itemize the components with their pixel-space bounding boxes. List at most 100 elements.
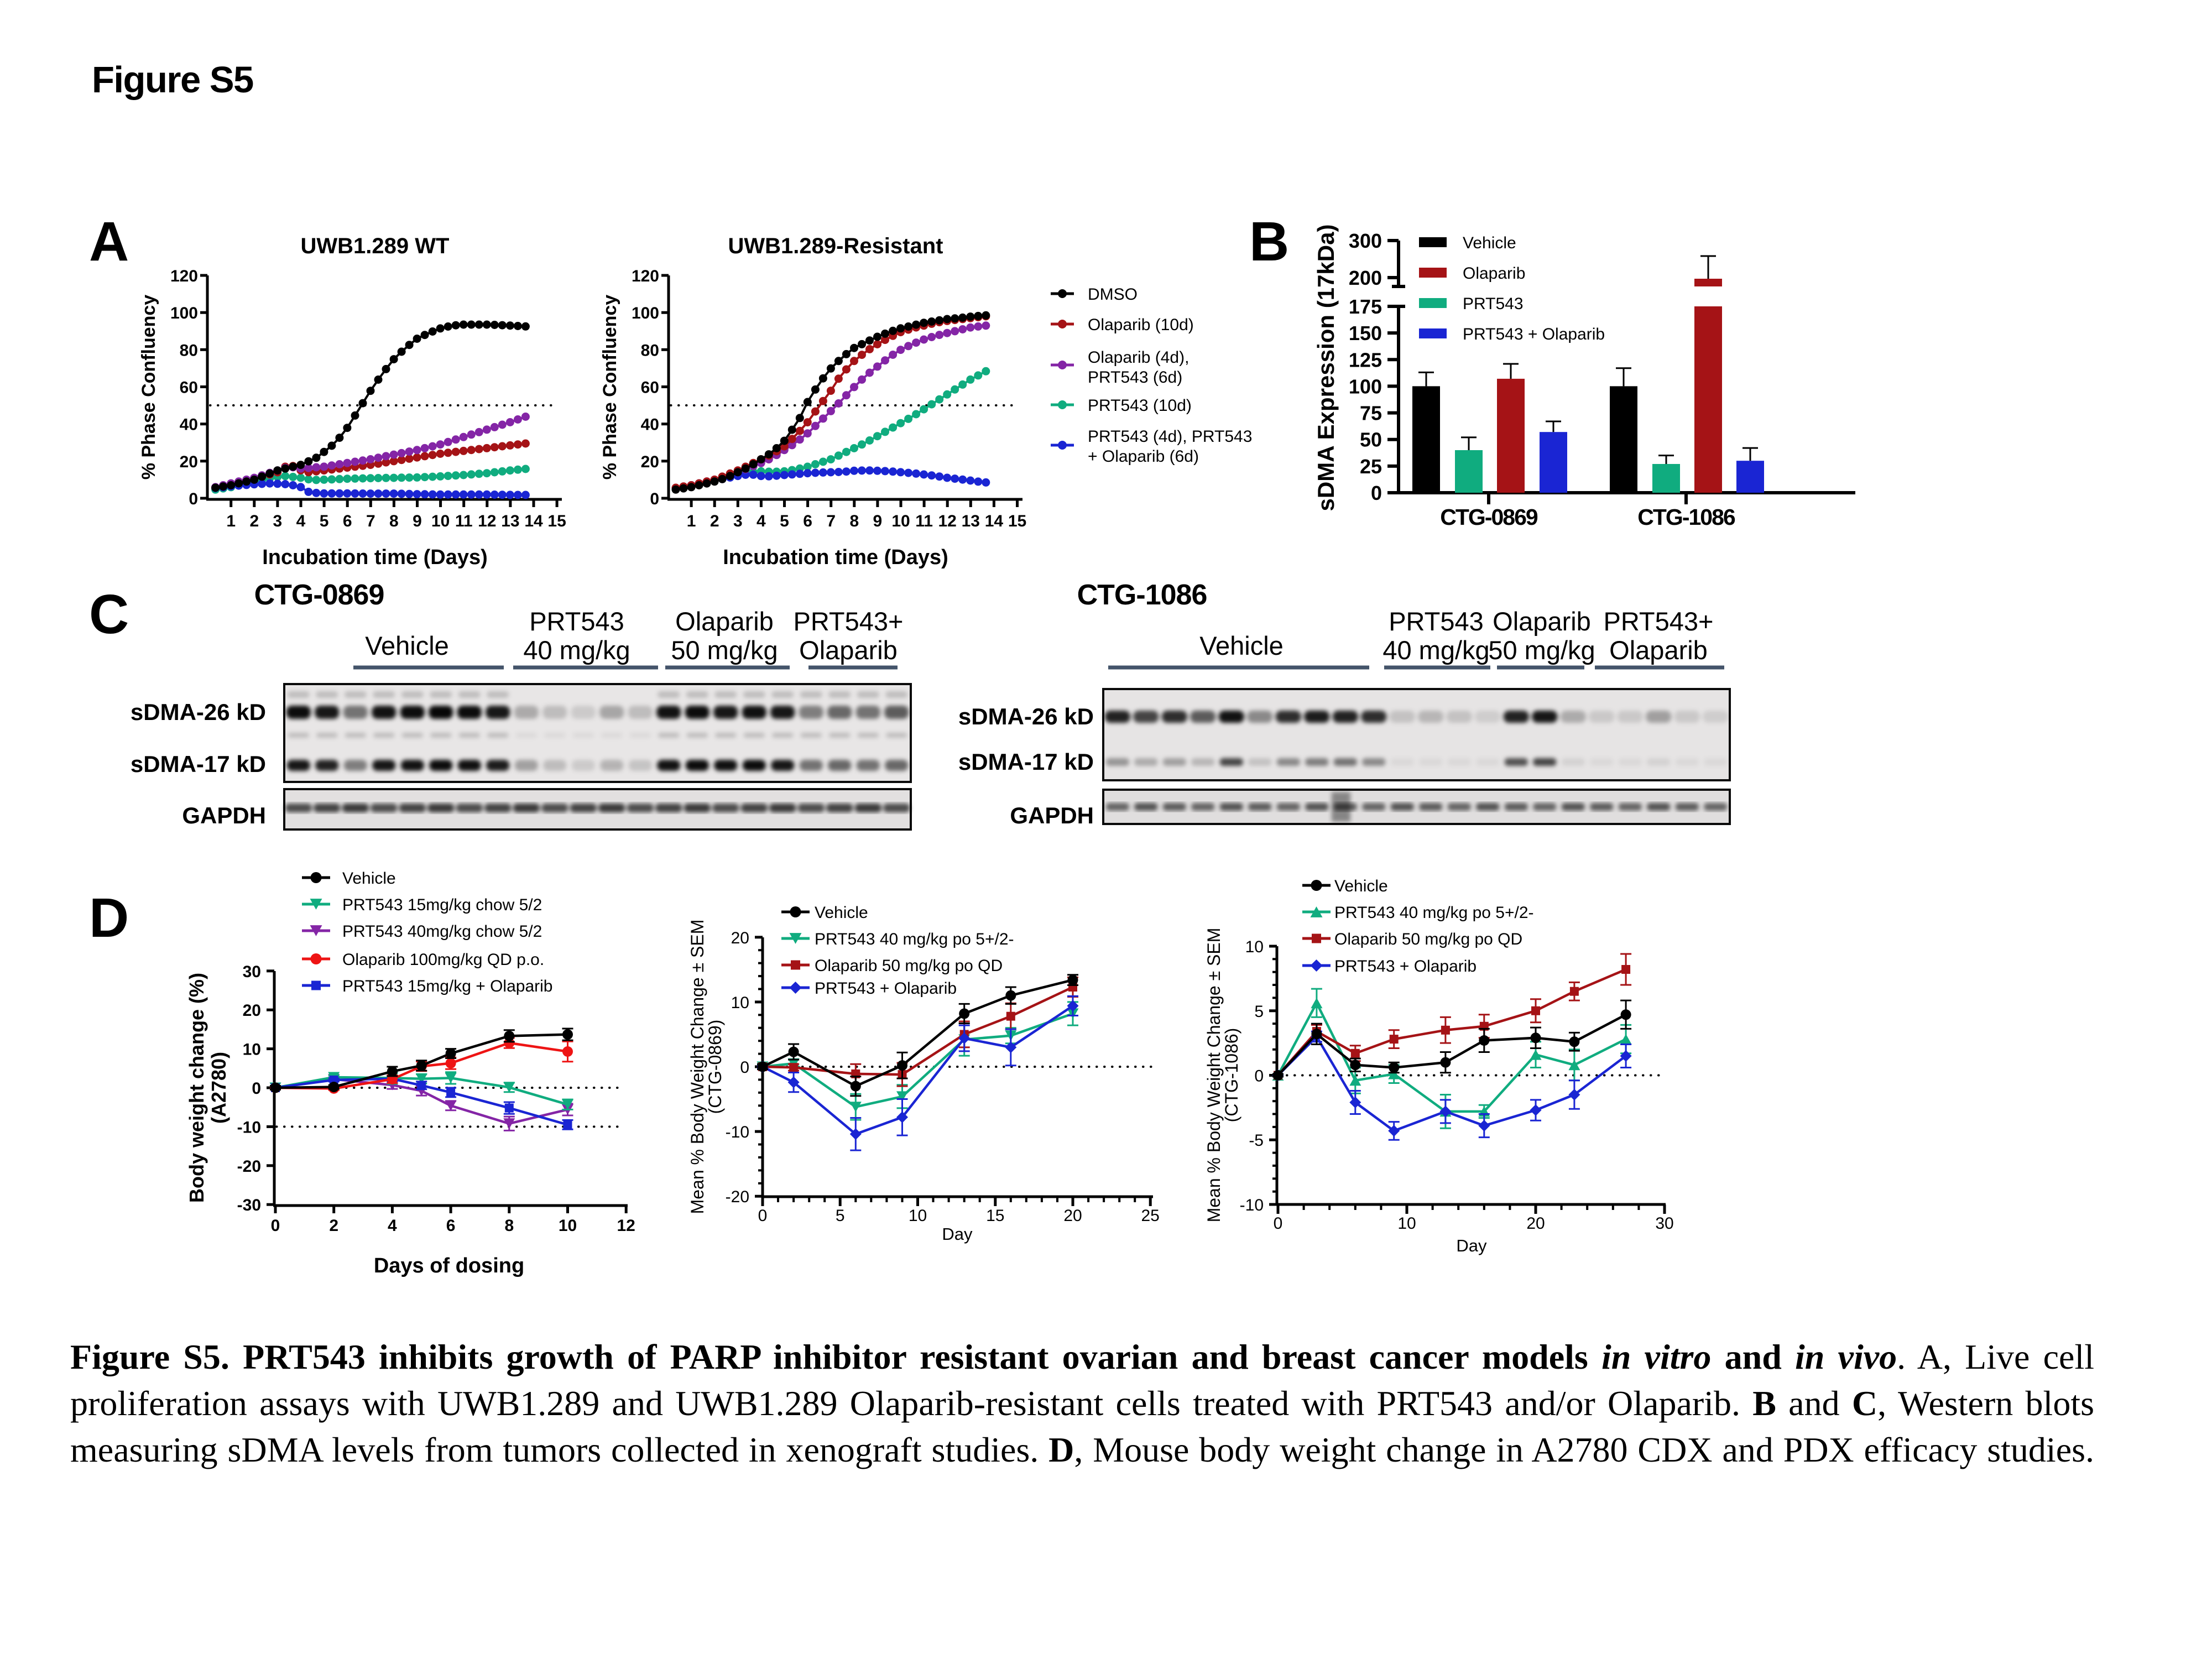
svg-text:15: 15	[986, 1207, 1004, 1225]
svg-text:-20: -20	[726, 1188, 749, 1206]
svg-text:PRT543 + Olaparib: PRT543 + Olaparib	[815, 979, 957, 998]
svg-text:5: 5	[320, 512, 329, 530]
svg-text:-20: -20	[237, 1157, 261, 1176]
svg-text:125: 125	[1349, 348, 1382, 371]
svg-text:10: 10	[891, 512, 910, 530]
svg-text:12: 12	[938, 512, 957, 530]
svg-text:0: 0	[1254, 1067, 1264, 1086]
svg-text:Mean % Body Weight Change ± SE: Mean % Body Weight Change ± SEM	[1204, 928, 1224, 1223]
svg-text:5: 5	[1254, 1003, 1264, 1021]
svg-text:4: 4	[296, 512, 306, 530]
svg-text:75: 75	[1360, 402, 1382, 425]
svg-text:20: 20	[641, 453, 659, 471]
svg-text:Vehicle: Vehicle	[365, 631, 449, 660]
svg-text:11: 11	[915, 512, 933, 530]
svg-text:Olaparib: Olaparib	[1493, 607, 1591, 636]
svg-text:PRT543 40 mg/kg po 5+/2-: PRT543 40 mg/kg po 5+/2-	[815, 930, 1014, 948]
svg-text:6: 6	[343, 512, 352, 530]
svg-text:10: 10	[1397, 1214, 1416, 1233]
svg-text:-5: -5	[1249, 1131, 1264, 1150]
svg-text:8: 8	[849, 512, 859, 530]
svg-text:80: 80	[641, 341, 659, 359]
svg-text:CTG-0869: CTG-0869	[1440, 504, 1538, 530]
svg-text:100: 100	[1349, 375, 1382, 398]
svg-text:(CTG-1086): (CTG-1086)	[1222, 1028, 1241, 1123]
svg-text:11: 11	[455, 512, 473, 530]
svg-text:0: 0	[189, 490, 198, 508]
svg-text:Vehicle: Vehicle	[1199, 631, 1284, 660]
svg-text:0: 0	[758, 1207, 768, 1225]
svg-text:Days of dosing: Days of dosing	[374, 1254, 524, 1277]
svg-text:sDMA Expression (17kDa): sDMA Expression (17kDa)	[1313, 225, 1339, 512]
svg-text:PRT543 15mg/kg chow 5/2: PRT543 15mg/kg chow 5/2	[342, 896, 542, 914]
svg-text:PRT543 15mg/kg + Olaparib: PRT543 15mg/kg + Olaparib	[342, 977, 553, 995]
svg-text:-10: -10	[1240, 1196, 1264, 1214]
svg-text:50: 50	[1360, 429, 1382, 451]
svg-text:7: 7	[826, 512, 836, 530]
svg-text:Olaparib (10d): Olaparib (10d)	[1088, 316, 1194, 334]
svg-text:CTG-1086: CTG-1086	[1637, 504, 1735, 530]
svg-text:5: 5	[836, 1207, 845, 1225]
svg-text:3: 3	[733, 512, 743, 530]
svg-text:120: 120	[170, 267, 198, 285]
svg-text:300: 300	[1349, 229, 1382, 252]
svg-text:4: 4	[757, 512, 766, 530]
svg-text:10: 10	[1245, 938, 1264, 956]
svg-text:Vehicle: Vehicle	[815, 904, 868, 922]
svg-text:40 mg/kg: 40 mg/kg	[1383, 635, 1489, 665]
svg-text:7: 7	[366, 512, 375, 530]
svg-text:60: 60	[180, 379, 198, 397]
svg-text:10: 10	[431, 512, 450, 530]
svg-text:13: 13	[501, 512, 519, 530]
svg-text:Mean % Body Weight Change ± SE: Mean % Body Weight Change ± SEM	[687, 920, 707, 1214]
svg-text:25: 25	[1141, 1207, 1160, 1225]
svg-text:10: 10	[731, 994, 749, 1012]
svg-text:Olaparib: Olaparib	[799, 635, 898, 665]
svg-text:0: 0	[1371, 482, 1382, 504]
svg-text:60: 60	[641, 379, 659, 397]
svg-text:12: 12	[478, 512, 496, 530]
svg-text:40: 40	[180, 416, 198, 434]
svg-text:5: 5	[780, 512, 789, 530]
svg-text:80: 80	[180, 341, 198, 359]
svg-text:Day: Day	[942, 1224, 973, 1244]
svg-text:% Phase Confluency: % Phase Confluency	[138, 295, 159, 480]
svg-text:PRT543 + Olaparib: PRT543 + Olaparib	[1463, 325, 1605, 343]
svg-text:sDMA-17 kD: sDMA-17 kD	[958, 749, 1094, 775]
svg-text:PRT543 40 mg/kg po 5+/2-: PRT543 40 mg/kg po 5+/2-	[1334, 904, 1534, 922]
svg-text:(A2780): (A2780)	[207, 1052, 230, 1124]
svg-text:sDMA-26 kD: sDMA-26 kD	[131, 699, 266, 725]
svg-text:DMSO: DMSO	[1088, 285, 1138, 304]
svg-text:PRT543+: PRT543+	[1603, 607, 1713, 636]
svg-text:PRT543 (10d): PRT543 (10d)	[1088, 397, 1192, 415]
svg-text:50 mg/kg: 50 mg/kg	[671, 635, 778, 665]
svg-text:120: 120	[632, 267, 659, 285]
svg-text:Vehicle: Vehicle	[342, 869, 396, 888]
svg-text:PRT543: PRT543	[1463, 295, 1524, 313]
svg-text:PRT543+: PRT543+	[793, 607, 903, 636]
svg-text:175: 175	[1349, 295, 1382, 318]
svg-text:Olaparib 100mg/kg QD p.o.: Olaparib 100mg/kg QD p.o.	[342, 951, 544, 969]
svg-text:20: 20	[180, 453, 198, 471]
svg-text:12: 12	[617, 1217, 635, 1235]
svg-text:UWB1.289 WT: UWB1.289 WT	[301, 234, 450, 258]
svg-text:UWB1.289-Resistant: UWB1.289-Resistant	[728, 234, 943, 258]
svg-text:8: 8	[504, 1217, 514, 1235]
svg-text:25: 25	[1360, 455, 1382, 478]
svg-text:CTG-0869: CTG-0869	[254, 579, 384, 611]
svg-text:A: A	[89, 211, 129, 273]
svg-text:3: 3	[273, 512, 283, 530]
svg-text:13: 13	[962, 512, 980, 530]
svg-text:GAPDH: GAPDH	[182, 802, 266, 828]
svg-text:-30: -30	[237, 1196, 261, 1214]
svg-text:9: 9	[873, 512, 883, 530]
svg-text:0: 0	[271, 1217, 280, 1235]
svg-text:Vehicle: Vehicle	[1334, 877, 1388, 895]
svg-text:20: 20	[243, 1001, 261, 1020]
svg-text:0: 0	[1274, 1214, 1283, 1233]
svg-text:Olaparib (4d),: Olaparib (4d),	[1088, 348, 1189, 367]
svg-text:Olaparib: Olaparib	[1609, 635, 1708, 665]
svg-text:Body weight change (%): Body weight change (%)	[185, 973, 208, 1203]
svg-text:14: 14	[985, 512, 1004, 530]
svg-text:4: 4	[388, 1217, 397, 1235]
